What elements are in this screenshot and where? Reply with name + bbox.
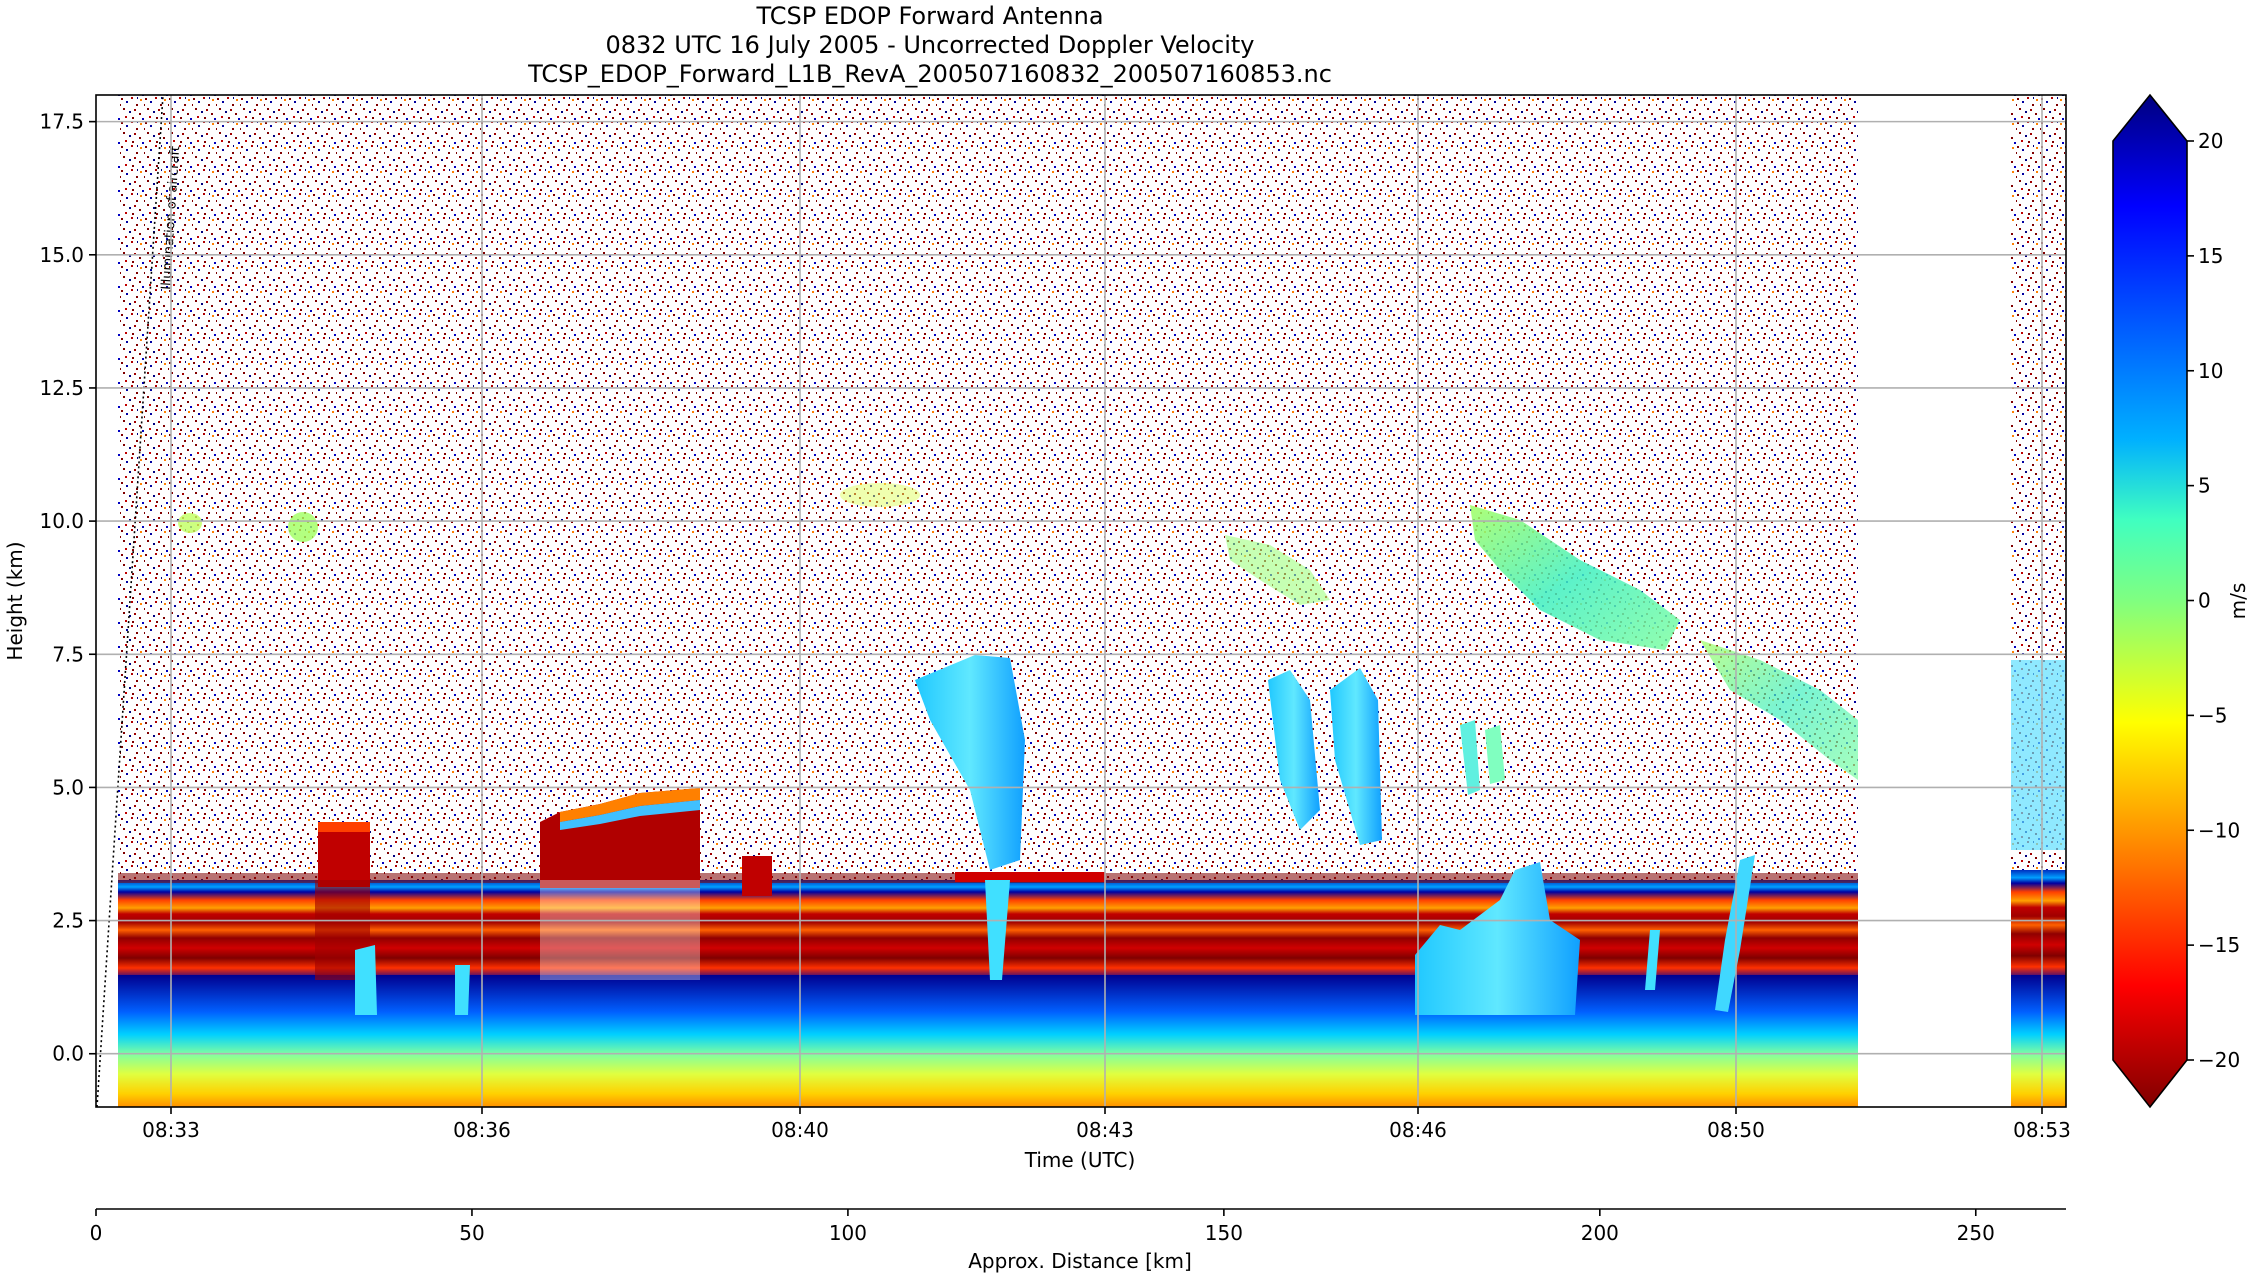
x-tick-label: 08:33 xyxy=(142,1118,200,1142)
cloud-cell-4 xyxy=(1460,720,1480,795)
aircraft-echo-2-bands xyxy=(560,788,700,822)
aircraft-echo-1-top xyxy=(318,822,370,832)
aircraft-echo-2-band-blue xyxy=(560,800,700,830)
upper-echo-1 xyxy=(178,513,202,533)
distance-tick-label: 200 xyxy=(1581,1221,1619,1245)
surface-return-right xyxy=(2011,975,2066,1107)
chart-title-line-1: TCSP EDOP Forward Antenna xyxy=(756,2,1104,30)
colorbar-bar xyxy=(2112,93,2188,1109)
anvil-1 xyxy=(1470,505,1680,650)
upper-echo-2 xyxy=(288,512,318,542)
right-edge-echo xyxy=(2011,660,2066,850)
y-tick-label: 7.5 xyxy=(52,642,84,666)
distance-axis-label: Approx. Distance [km] xyxy=(968,1249,1192,1273)
colorbar-tick-label: −15 xyxy=(2198,933,2240,957)
red-strip xyxy=(955,872,1105,882)
colorbar-tick-label: 5 xyxy=(2198,474,2211,498)
y-tick-label: 5.0 xyxy=(52,775,84,799)
distance-tick-label: 100 xyxy=(829,1221,867,1245)
upper-echo-3 xyxy=(840,483,920,507)
wide-cell xyxy=(1415,862,1580,1015)
slanted-cell xyxy=(1715,855,1755,1012)
cloud-cell-3 xyxy=(1330,668,1382,845)
anvil-3 xyxy=(1225,535,1330,605)
colorbar: 20 15 10 5 0 −5 −10 −15 −20 m/s xyxy=(2112,93,2250,1109)
colorbar-tick-label: 15 xyxy=(2198,244,2223,268)
x-tick-label: 08:36 xyxy=(453,1118,511,1142)
y-tick-label: 17.5 xyxy=(39,110,84,134)
grid-lines xyxy=(96,95,2066,1107)
cloud-cell-2 xyxy=(1268,670,1320,830)
distance-tick-label: 150 xyxy=(1205,1221,1243,1245)
distance-tick-label: 0 xyxy=(90,1221,103,1245)
distance-tick-label: 250 xyxy=(1957,1221,1995,1245)
aircraft-echo-3 xyxy=(742,856,772,896)
distance-tick-label: 50 xyxy=(459,1221,484,1245)
chart-title-line-2: 0832 UTC 16 July 2005 - Uncorrected Dopp… xyxy=(605,31,1255,59)
y-tick-label: 15.0 xyxy=(39,243,84,267)
echo-bands-right xyxy=(2011,870,2066,980)
y-tick-label: 12.5 xyxy=(39,376,84,400)
colorbar-tick-label: −10 xyxy=(2198,818,2240,842)
y-axis-label: Height (km) xyxy=(3,541,27,660)
small-column-1 xyxy=(455,965,470,1015)
y-tick-label: 2.5 xyxy=(52,909,84,933)
aircraft-column-2 xyxy=(540,880,700,980)
colorbar-ticks: 20 15 10 5 0 −5 −10 −15 −20 xyxy=(2187,129,2240,1072)
colorbar-label: m/s xyxy=(2226,583,2250,620)
colorbar-tick-label: −20 xyxy=(2198,1048,2240,1072)
anvil-2 xyxy=(1700,640,1858,780)
x-tick-label: 08:50 xyxy=(1707,1118,1765,1142)
radar-image xyxy=(118,95,2066,1107)
aircraft-echo-1 xyxy=(318,822,370,887)
y-tick-label: 10.0 xyxy=(39,509,84,533)
x-tick-label: 08:43 xyxy=(1076,1118,1134,1142)
cloud-cell-1-stem xyxy=(985,880,1010,980)
cloud-cell-5 xyxy=(1485,725,1505,784)
cloud-cell-1 xyxy=(915,655,1025,870)
colorbar-tick-label: 10 xyxy=(2198,359,2223,383)
x-tick-label: 08:40 xyxy=(771,1118,829,1142)
x-tick-label: 08:46 xyxy=(1389,1118,1447,1142)
y-tick-label: 0.0 xyxy=(52,1042,84,1066)
plot-frame xyxy=(95,94,2067,1108)
colorbar-tick-label: −5 xyxy=(2198,703,2227,727)
axis-ticks: 0.0 2.5 5.0 7.5 10.0 12.5 15.0 17.5 08:33 08:36 08… xyxy=(39,110,2070,1142)
x-tick-label: 08:53 xyxy=(2013,1118,2071,1142)
aircraft-illumination-line xyxy=(96,94,164,1108)
surface-return xyxy=(118,975,1858,1107)
distance-axis-ticks: 0 50 100 150 200 250 xyxy=(90,1209,1995,1245)
small-column-2 xyxy=(355,945,377,1015)
small-column-3 xyxy=(1645,930,1660,990)
colorbar-tick-label: 20 xyxy=(2198,129,2223,153)
chart-title-line-3: TCSP_EDOP_Forward_L1B_RevA_200507160832_… xyxy=(528,60,1332,88)
x-axis-label: Time (UTC) xyxy=(1024,1148,1136,1172)
colorbar-tick-label: 0 xyxy=(2198,589,2211,613)
